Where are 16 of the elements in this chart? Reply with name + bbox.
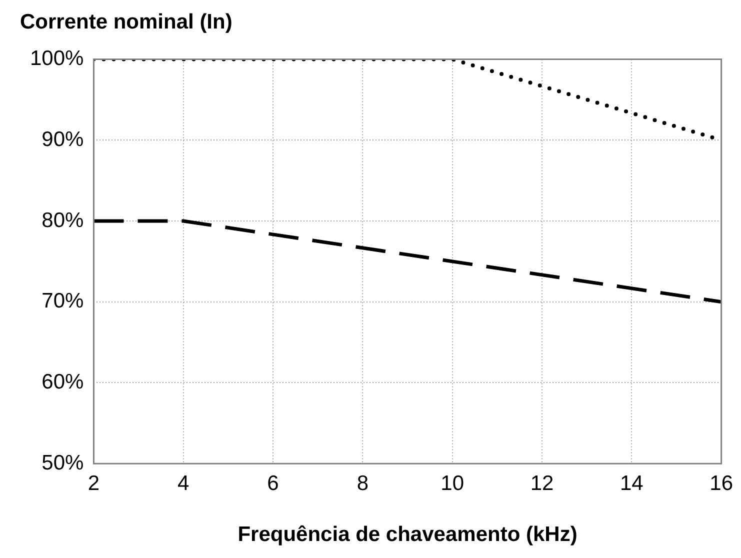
y-tick-label: 80% [42, 208, 84, 232]
y-tick-label: 90% [42, 128, 84, 151]
x-tick-label: 4 [178, 472, 190, 495]
x-tick-label: 16 [710, 472, 733, 495]
y-tick-label: 50% [42, 451, 84, 474]
chart-title: Corrente nominal (In) [20, 10, 232, 34]
y-tick-label: 100% [30, 46, 84, 70]
x-tick-label: 6 [267, 472, 279, 495]
x-tick-label: 14 [620, 472, 644, 495]
x-tick-label: 8 [356, 472, 369, 495]
y-tick-label: 70% [42, 290, 84, 313]
y-tick-label: 60% [42, 370, 84, 394]
x-tick-label: 10 [440, 472, 464, 495]
x-axis-title: Frequência de chaveamento (kHz) [238, 523, 578, 546]
x-tick-label: 2 [88, 472, 100, 495]
x-tick-label: 12 [530, 472, 554, 495]
